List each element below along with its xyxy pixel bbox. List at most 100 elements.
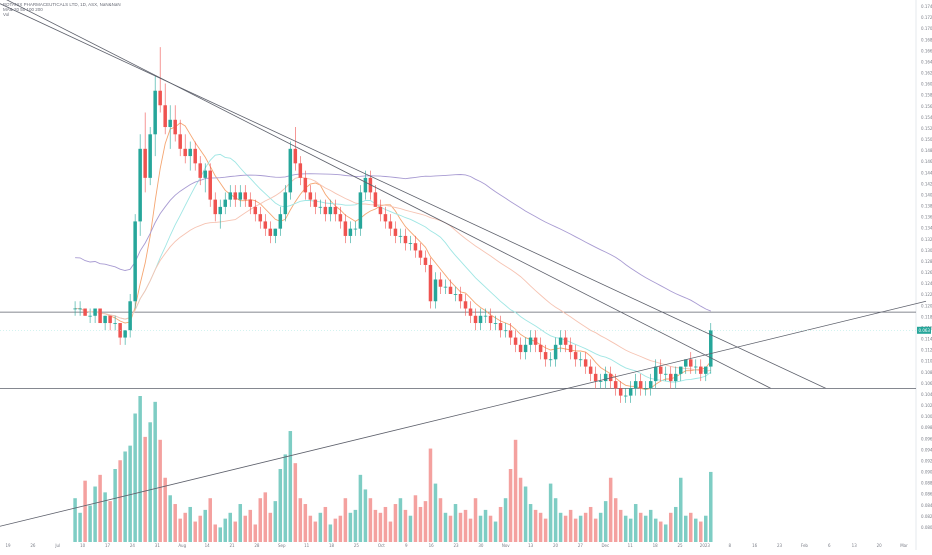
candle bbox=[298, 156, 303, 186]
volume-bar bbox=[73, 498, 77, 542]
y-tick-label: 0.122 bbox=[921, 292, 932, 297]
y-tick-label: 0.110 bbox=[921, 359, 932, 364]
candle-body bbox=[463, 301, 468, 309]
x-tick-label: 24 bbox=[130, 543, 136, 548]
candle-body bbox=[78, 308, 82, 310]
candle bbox=[78, 301, 82, 316]
y-tick-label: 0.128 bbox=[921, 259, 932, 264]
candle-body bbox=[428, 264, 433, 302]
candle-body bbox=[258, 214, 263, 222]
candle-body bbox=[278, 214, 283, 229]
volume-bar bbox=[433, 483, 438, 542]
volume-bar bbox=[143, 436, 147, 542]
candle bbox=[598, 373, 603, 389]
volume-bar bbox=[288, 431, 293, 542]
y-tick-label: 0.168 bbox=[921, 37, 932, 42]
candle-body bbox=[93, 308, 97, 316]
volume-bar bbox=[553, 498, 558, 542]
volume-bar bbox=[203, 509, 207, 542]
y-tick-label: 0.120 bbox=[921, 303, 932, 308]
y-tick-label: 0.096 bbox=[921, 436, 932, 441]
candle bbox=[633, 373, 638, 396]
candle bbox=[203, 163, 207, 193]
candle bbox=[278, 206, 283, 236]
volume-bar bbox=[283, 454, 288, 542]
candle-body bbox=[704, 366, 708, 374]
volume-bar bbox=[303, 504, 308, 542]
candle bbox=[208, 163, 212, 207]
y-tick-label: 0.118 bbox=[921, 314, 932, 319]
y-tick-label: 0.084 bbox=[921, 503, 932, 508]
candle bbox=[553, 337, 558, 367]
x-tick-label: 30 bbox=[478, 543, 484, 548]
volume-bar bbox=[643, 515, 648, 542]
x-tick-label: 13 bbox=[852, 543, 858, 548]
x-tick-label: 19 bbox=[5, 543, 11, 548]
y-tick-label: 0.108 bbox=[921, 370, 932, 375]
volume-bar bbox=[623, 515, 628, 542]
candle bbox=[88, 308, 92, 324]
candle-body bbox=[673, 373, 678, 382]
candle bbox=[148, 127, 152, 186]
candle-body bbox=[128, 301, 132, 331]
volume-bar bbox=[503, 498, 508, 542]
candle bbox=[408, 235, 413, 251]
volume-bar bbox=[313, 521, 318, 542]
volume-bar bbox=[228, 512, 233, 542]
candle bbox=[483, 308, 488, 324]
candle bbox=[548, 352, 553, 367]
x-tick-label: 23 bbox=[453, 543, 459, 548]
candle bbox=[373, 185, 378, 207]
volume-bar bbox=[658, 521, 663, 542]
volume-bar bbox=[308, 515, 313, 542]
candle-body bbox=[113, 323, 117, 324]
y-tick-label: 0.174 bbox=[921, 4, 932, 9]
candle-body bbox=[533, 337, 538, 345]
candle-body bbox=[198, 163, 202, 178]
volume-bar bbox=[413, 495, 418, 542]
candle bbox=[328, 199, 333, 222]
candle bbox=[623, 388, 628, 403]
ma-line bbox=[75, 173, 711, 312]
candle-body bbox=[288, 148, 293, 193]
candle-body bbox=[618, 388, 623, 396]
volume-bar bbox=[423, 501, 428, 542]
volume-bar bbox=[93, 486, 97, 542]
volume-bar bbox=[398, 498, 403, 542]
candle-body bbox=[458, 294, 463, 302]
candle bbox=[293, 127, 298, 171]
candle bbox=[398, 228, 403, 244]
candle-body bbox=[638, 381, 643, 389]
volume-bar bbox=[198, 515, 202, 542]
candle-body bbox=[668, 373, 673, 382]
candle bbox=[433, 272, 438, 309]
volume-bar bbox=[88, 505, 92, 542]
volume-bar bbox=[208, 498, 212, 542]
candle bbox=[453, 286, 458, 302]
ma-line bbox=[75, 122, 712, 390]
candle-body bbox=[543, 352, 548, 360]
trendline bbox=[0, 300, 927, 527]
x-tick-label: Mar bbox=[900, 543, 908, 548]
candle-body bbox=[603, 373, 608, 382]
candle-body bbox=[433, 279, 438, 302]
candle-body bbox=[518, 344, 523, 353]
y-tick-label: 0.164 bbox=[921, 59, 932, 64]
candle bbox=[593, 366, 598, 389]
candle bbox=[618, 381, 623, 403]
candle bbox=[653, 359, 658, 389]
candle bbox=[303, 170, 308, 200]
candle bbox=[188, 141, 192, 171]
candle bbox=[223, 192, 227, 215]
candle bbox=[113, 315, 117, 331]
candle-body bbox=[208, 170, 212, 200]
candle-body bbox=[678, 366, 683, 374]
y-tick-label: 0.136 bbox=[921, 215, 932, 220]
candle-body bbox=[283, 192, 288, 215]
candle bbox=[468, 301, 473, 324]
volume-bar bbox=[533, 509, 538, 542]
y-tick-label: 0.080 bbox=[921, 525, 932, 530]
candle bbox=[508, 323, 513, 345]
